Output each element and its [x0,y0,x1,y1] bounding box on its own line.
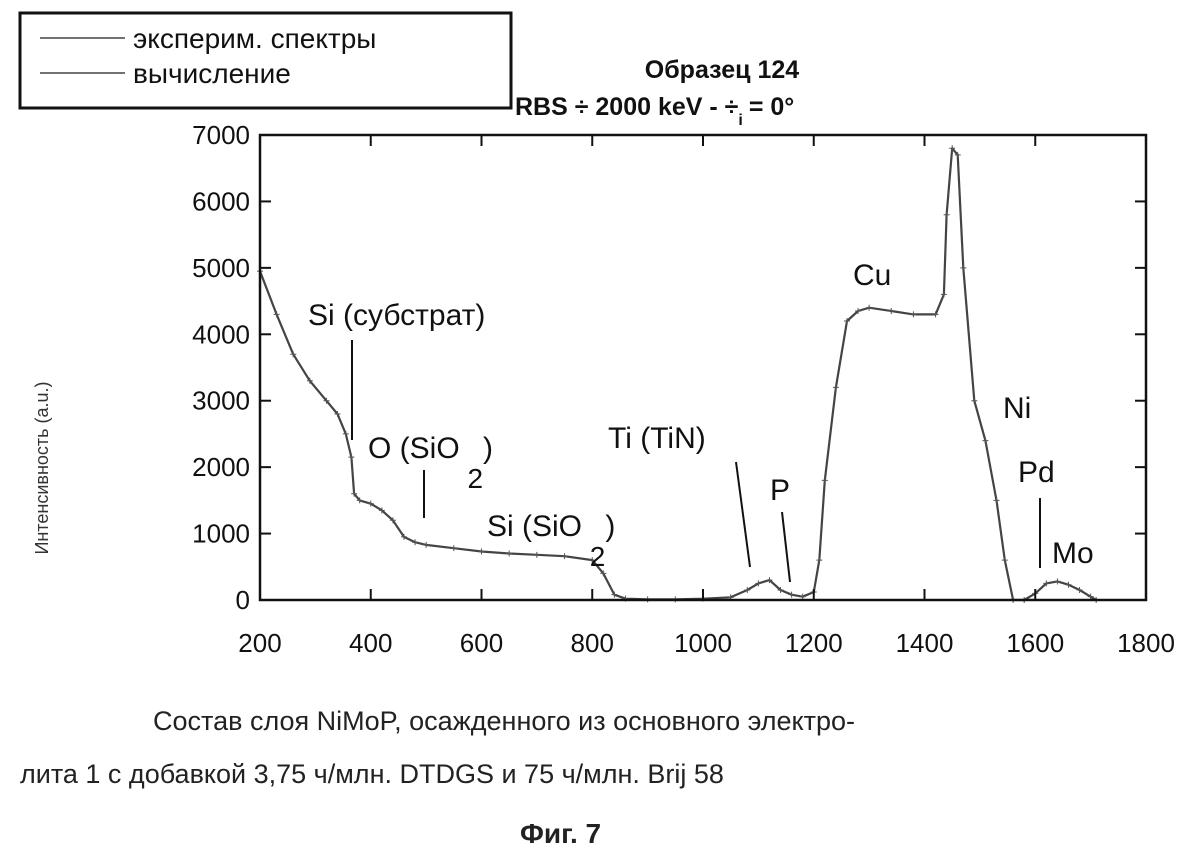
figure-number: Фиг. 7 [520,818,601,850]
figure-caption-line-2: лита 1 с добавкой 3,75 ч/млн. DTDGS и 75… [20,759,724,790]
data-point [479,549,485,555]
x-tick-label: 1600 [1006,628,1064,658]
data-point [941,291,947,297]
data-point [866,305,872,311]
series-line [260,148,1096,600]
data-point [993,497,999,503]
data-point [910,311,916,317]
data-point [971,398,977,404]
peak-annotation: Ni [1003,392,1031,425]
peak-annotation: Ti (TiN) [608,422,706,455]
chart-subtitle: RBS ÷ 2000 keV - ÷i= 0° [515,93,794,129]
data-point [982,438,988,444]
y-tick-label: 7000 [192,120,250,150]
data-point [944,212,950,218]
figure-caption-line-1: Состав слоя NiMoP, осажденного из основн… [153,706,855,737]
data-point [506,551,512,557]
chart-title: Образец 124 [645,56,799,84]
y-tick-label: 0 [236,585,250,615]
x-tick-label: 400 [349,628,392,658]
x-tick-label: 1800 [1117,628,1175,658]
x-tick-label: 800 [571,628,614,658]
legend-entry: эксперим. спектры [133,23,376,54]
annotation-leader-line [736,462,750,567]
plot-frame [260,135,1146,600]
peak-annotation: Si (субстрат) [308,299,485,332]
data-point [1054,578,1060,584]
data-point [822,477,828,483]
y-tick-label: 3000 [192,386,250,416]
data-point [1002,557,1008,563]
x-tick-label: 200 [238,628,281,658]
chart: Si (субстрат) O (SiO 2) Si (SiO 2) Ti (TiN)… [0,0,1201,700]
x-tick-label: 1200 [785,628,843,658]
data-point [833,384,839,390]
y-tick-label: 6000 [192,186,250,216]
annotation-leader-line [782,512,790,582]
data-point [343,431,349,437]
legend-entry: вычисление [133,58,291,89]
data-point [451,545,457,551]
data-point [423,542,429,548]
x-tick-label: 1000 [674,628,732,658]
y-tick-label: 5000 [192,253,250,283]
data-point [816,557,822,563]
data-point [274,311,280,317]
peak-annotation: Cu [853,259,891,292]
data-point [534,552,540,558]
data-point [888,308,894,314]
peak-annotation: Si (SiO 2) [487,510,615,572]
peak-annotation: Pd [1018,456,1055,489]
x-tick-label: 600 [460,628,503,658]
peak-annotation: O (SiO 2) [368,432,493,494]
x-tick-label: 1400 [896,628,954,658]
y-tick-label: 4000 [192,319,250,349]
y-tick-label: 1000 [192,519,250,549]
peak-annotation: Mo [1052,537,1094,570]
peak-annotation: P [770,474,790,507]
data-point [562,553,568,559]
data-point [960,265,966,271]
data-point [789,592,795,598]
data-point [348,454,354,460]
y-tick-label: 2000 [192,452,250,482]
y-axis-label: Интенсивность (a.u.) [32,381,52,554]
